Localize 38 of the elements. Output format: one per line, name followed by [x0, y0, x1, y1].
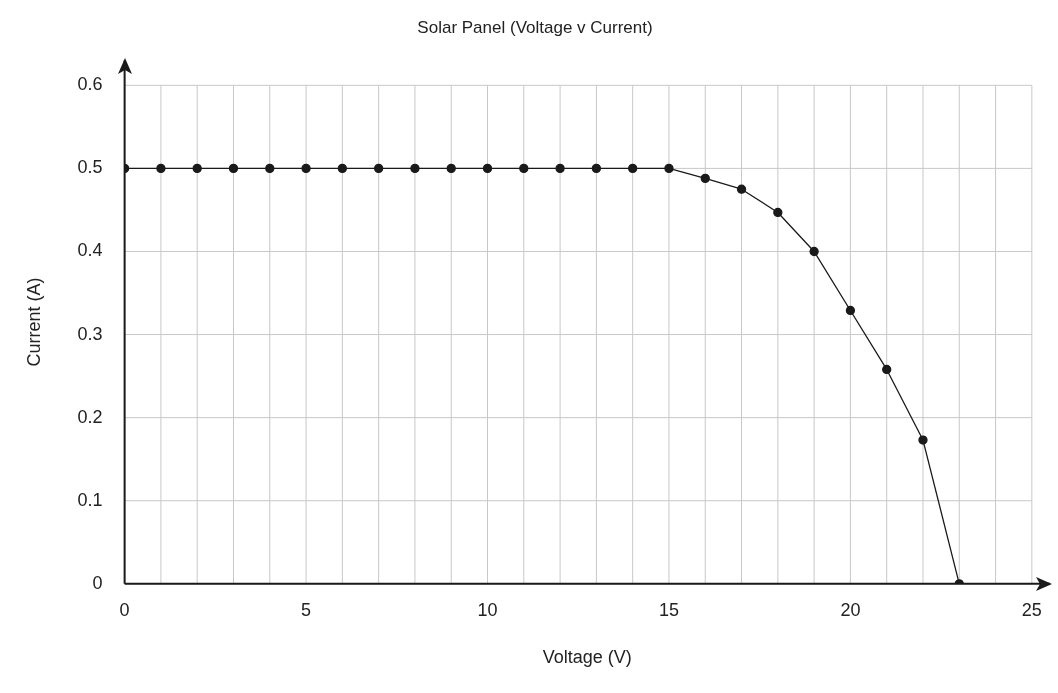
point — [845, 305, 856, 316]
point — [882, 364, 892, 375]
point — [265, 163, 275, 174]
point — [664, 163, 674, 174]
point — [591, 163, 602, 174]
x-tick-label: 20 — [840, 599, 861, 620]
point — [482, 163, 493, 174]
x-tick-label: 5 — [301, 599, 312, 620]
x-axis-title: Voltage (V) — [542, 647, 632, 668]
x-tick-label: 0 — [119, 599, 130, 620]
point — [192, 163, 202, 174]
point — [555, 163, 565, 174]
point — [337, 163, 348, 174]
point — [410, 163, 420, 174]
point — [736, 184, 747, 194]
point — [446, 163, 456, 174]
point — [374, 163, 384, 174]
y-axis-title: Current (A) — [23, 277, 44, 367]
point — [301, 163, 311, 174]
point — [519, 163, 529, 174]
point — [700, 173, 710, 184]
y-tick-label: 0.6 — [77, 74, 103, 95]
point — [773, 207, 783, 218]
x-tick-label: 25 — [1021, 599, 1042, 620]
y-tick-label: 0.2 — [77, 406, 103, 427]
point — [809, 246, 819, 257]
point — [628, 163, 638, 174]
point — [918, 435, 928, 445]
y-tick-label: 0.3 — [77, 323, 103, 344]
y-tick-label: 0.1 — [77, 489, 103, 510]
x-tick-label: 15 — [658, 599, 679, 620]
y-tick-label: 0.4 — [77, 240, 103, 261]
x-tick-label: 10 — [477, 599, 498, 620]
point — [228, 163, 239, 174]
point — [156, 163, 166, 174]
y-tick-label: 0 — [92, 572, 103, 593]
y-tick-label: 0.5 — [77, 157, 103, 178]
chart-title: Solar Panel (Voltage v Current) — [417, 17, 653, 37]
